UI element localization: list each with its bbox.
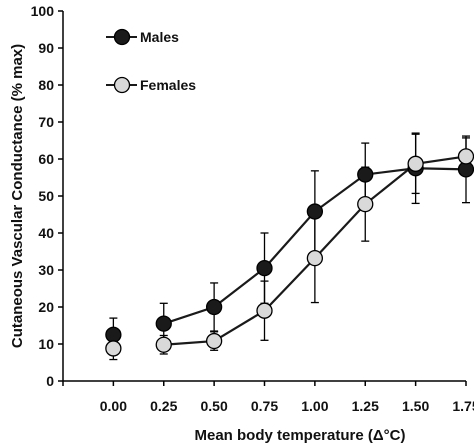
y-tick-label: 50 [38, 188, 54, 204]
legend-marker-males [113, 28, 131, 46]
point-females [306, 250, 324, 267]
x-tick-label: 1.50 [402, 398, 429, 414]
legend-label-males: Males [140, 29, 179, 45]
y-tick-label: 0 [46, 373, 54, 389]
legend-label-females: Females [140, 77, 196, 93]
axes [58, 10, 467, 386]
point-males [155, 315, 172, 332]
y-axis-title: Cutaneous Vascular Conductance (% max) [9, 44, 26, 348]
y-tick-label: 100 [31, 3, 55, 19]
y-tick-label: 90 [38, 40, 54, 56]
x-tick-label: 1.00 [301, 398, 328, 414]
y-tick-label: 30 [38, 262, 54, 278]
point-females [256, 302, 273, 319]
point-males [105, 326, 122, 343]
data-points [105, 148, 474, 357]
point-females [357, 195, 374, 213]
point-males [357, 166, 374, 183]
point-females [407, 155, 424, 172]
y-tick-label: 10 [38, 336, 54, 352]
point-males [306, 203, 324, 220]
legend-marker-females [113, 76, 131, 94]
point-males [256, 259, 273, 277]
y-tick-label: 80 [38, 77, 54, 93]
x-tick-label: 0.75 [251, 398, 278, 414]
y-tick-label: 20 [38, 299, 54, 315]
y-tick-label: 40 [38, 225, 54, 241]
x-tick-label: 1.75 [452, 398, 474, 414]
y-tick-label: 60 [38, 151, 54, 167]
tick-labels: 0 10 20 30 40 50 60 70 80 90 100 0.00 0.25 0.50 0.75 1.… [31, 3, 474, 414]
x-tick-label: 0.50 [201, 398, 228, 414]
legend: Males Females [106, 28, 196, 94]
x-axis-title: Mean body temperature (Δ°C) [195, 427, 406, 444]
y-tick-label: 70 [38, 114, 54, 130]
x-tick-label: 0.00 [100, 398, 127, 414]
x-tick-label: 0.25 [150, 398, 177, 414]
point-females [457, 148, 474, 165]
point-females [105, 340, 122, 357]
x-tick-label: 1.25 [352, 398, 379, 414]
point-females [205, 332, 223, 350]
point-females [155, 336, 172, 353]
point-males [205, 298, 223, 316]
